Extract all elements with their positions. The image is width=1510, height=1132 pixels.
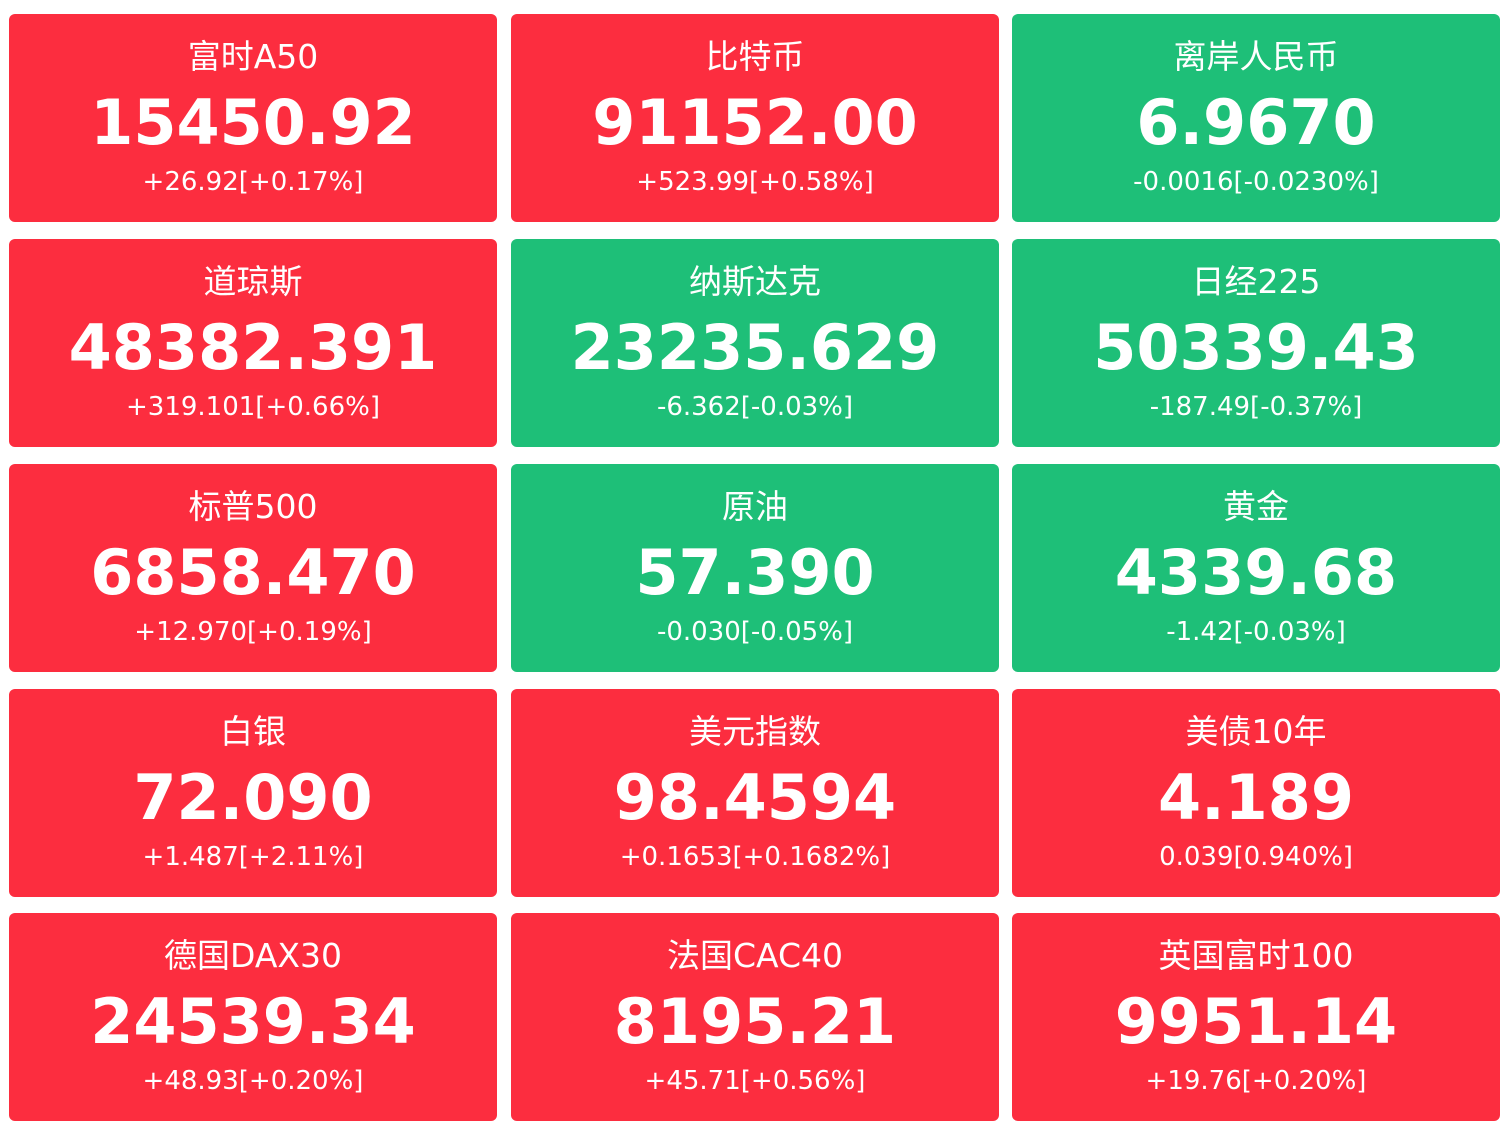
quote-change: +12.970[+0.19%] bbox=[134, 617, 372, 647]
quote-name: 道琼斯 bbox=[203, 262, 303, 301]
quote-name: 白银 bbox=[220, 712, 286, 751]
quote-card-silver[interactable]: 白银 72.090 +1.487[+2.11%] bbox=[9, 689, 497, 897]
quote-card-gold[interactable]: 黄金 4339.68 -1.42[-0.03%] bbox=[1012, 464, 1500, 672]
quote-price: 57.390 bbox=[635, 536, 875, 609]
quote-change: -0.0016[-0.0230%] bbox=[1133, 167, 1379, 197]
quote-name: 比特币 bbox=[705, 37, 805, 76]
quote-name: 富时A50 bbox=[187, 37, 319, 76]
quote-change: 0.039[0.940%] bbox=[1159, 842, 1353, 872]
quote-price: 9951.14 bbox=[1114, 985, 1398, 1058]
quote-price: 4339.68 bbox=[1114, 536, 1398, 609]
quote-price: 50339.43 bbox=[1093, 311, 1419, 384]
quote-card-us-10y-treasury[interactable]: 美债10年 4.189 0.039[0.940%] bbox=[1012, 689, 1500, 897]
quote-card-sp500[interactable]: 标普500 6858.470 +12.970[+0.19%] bbox=[9, 464, 497, 672]
quote-price: 15450.92 bbox=[90, 86, 416, 159]
quote-card-dollar-index[interactable]: 美元指数 98.4594 +0.1653[+0.1682%] bbox=[511, 689, 999, 897]
quote-change: -6.362[-0.03%] bbox=[656, 392, 854, 422]
quote-price: 6.9670 bbox=[1136, 86, 1376, 159]
quote-name: 标普500 bbox=[188, 487, 318, 526]
quote-change: +26.92[+0.17%] bbox=[142, 167, 364, 197]
quote-name: 德国DAX30 bbox=[163, 936, 342, 975]
quote-change: +19.76[+0.20%] bbox=[1145, 1066, 1367, 1096]
quote-change: +523.99[+0.58%] bbox=[636, 167, 874, 197]
quote-price: 48382.391 bbox=[68, 311, 438, 384]
quote-card-cac40[interactable]: 法国CAC40 8195.21 +45.71[+0.56%] bbox=[511, 913, 999, 1121]
quote-name: 美元指数 bbox=[689, 712, 821, 751]
quote-price: 6858.470 bbox=[90, 536, 416, 609]
quote-price: 23235.629 bbox=[570, 311, 940, 384]
quote-price: 98.4594 bbox=[613, 761, 897, 834]
quote-card-dow-jones[interactable]: 道琼斯 48382.391 +319.101[+0.66%] bbox=[9, 239, 497, 447]
quote-name: 纳斯达克 bbox=[689, 262, 821, 301]
quote-name: 法国CAC40 bbox=[666, 936, 844, 975]
quote-change: +48.93[+0.20%] bbox=[142, 1066, 364, 1096]
quote-card-ftse-100[interactable]: 英国富时100 9951.14 +19.76[+0.20%] bbox=[1012, 913, 1500, 1121]
quote-change: +45.71[+0.56%] bbox=[644, 1066, 866, 1096]
quote-name: 原油 bbox=[722, 487, 788, 526]
quote-change: -1.42[-0.03%] bbox=[1166, 617, 1346, 647]
quote-name: 离岸人民币 bbox=[1173, 37, 1339, 76]
quote-change: +319.101[+0.66%] bbox=[126, 392, 380, 422]
quote-card-bitcoin[interactable]: 比特币 91152.00 +523.99[+0.58%] bbox=[511, 14, 999, 222]
quote-price: 8195.21 bbox=[613, 985, 897, 1058]
quote-card-nikkei-225[interactable]: 日经225 50339.43 -187.49[-0.37%] bbox=[1012, 239, 1500, 447]
quote-card-ftse-a50[interactable]: 富时A50 15450.92 +26.92[+0.17%] bbox=[9, 14, 497, 222]
quote-price: 91152.00 bbox=[592, 86, 918, 159]
quote-change: -187.49[-0.37%] bbox=[1149, 392, 1363, 422]
quote-name: 英国富时100 bbox=[1158, 936, 1354, 975]
quote-price: 24539.34 bbox=[90, 985, 416, 1058]
quote-price: 4.189 bbox=[1157, 761, 1355, 834]
quote-card-crude-oil[interactable]: 原油 57.390 -0.030[-0.05%] bbox=[511, 464, 999, 672]
quote-change: +0.1653[+0.1682%] bbox=[619, 842, 891, 872]
quote-card-dax30[interactable]: 德国DAX30 24539.34 +48.93[+0.20%] bbox=[9, 913, 497, 1121]
quote-price: 72.090 bbox=[133, 761, 373, 834]
quote-change: +1.487[+2.11%] bbox=[142, 842, 364, 872]
quote-change: -0.030[-0.05%] bbox=[656, 617, 854, 647]
quote-name: 日经225 bbox=[1191, 262, 1321, 301]
quote-name: 黄金 bbox=[1223, 487, 1289, 526]
quote-card-offshore-cny[interactable]: 离岸人民币 6.9670 -0.0016[-0.0230%] bbox=[1012, 14, 1500, 222]
quote-name: 美债10年 bbox=[1185, 712, 1327, 751]
quote-card-nasdaq[interactable]: 纳斯达克 23235.629 -6.362[-0.03%] bbox=[511, 239, 999, 447]
